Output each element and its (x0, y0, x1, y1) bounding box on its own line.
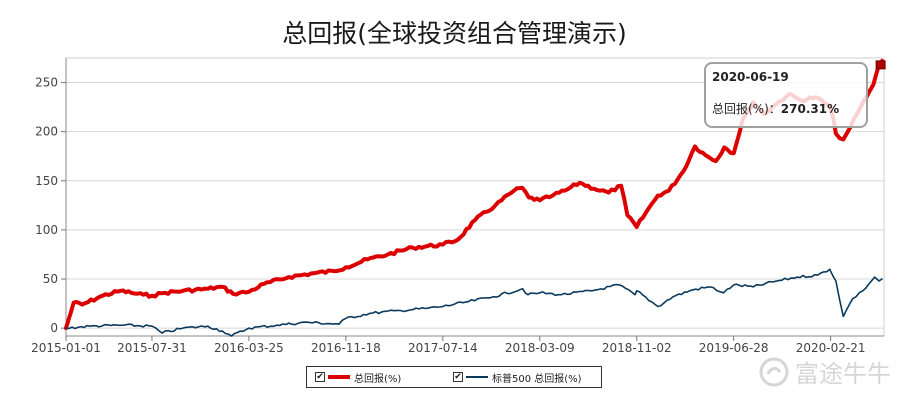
watermark-text: 富途牛牛 (795, 360, 891, 388)
x-tick-label: 2019-06-28 (699, 341, 769, 355)
x-tick-label: 2020-02-21 (796, 341, 866, 355)
markers (875, 60, 886, 70)
legend-checkbox-sp500[interactable]: ✔ (453, 372, 463, 382)
y-tick-label: 200 (35, 125, 58, 139)
chart-legend: ✔ 总回报(%) ✔ 标普500 总回报(%) (306, 366, 602, 388)
legend-label-total-return: 总回报(%) (354, 373, 402, 385)
hover-marker (875, 60, 886, 70)
legend-checkbox-total-return[interactable]: ✔ (315, 372, 325, 382)
futu-logo-icon (759, 357, 789, 386)
x-tick-label: 2018-03-09 (505, 341, 575, 355)
tooltip-date: 2020-06-19 (712, 70, 789, 84)
chart-title: 总回报(全球投资组合管理演示) (282, 19, 627, 48)
y-tick-label: 50 (43, 272, 58, 286)
x-tick-label: 2018-11-02 (602, 341, 672, 355)
watermark: 富途牛牛 (759, 354, 891, 389)
x-tick-label: 2016-11-18 (311, 341, 381, 355)
x-tick-label: 2017-07-14 (408, 341, 478, 355)
x-tick-label: 2015-01-01 (31, 341, 101, 355)
legend-item-total-return[interactable]: ✔ 总回报(%) (315, 370, 402, 385)
y-tick-label: 100 (35, 223, 58, 237)
series-line-sp500 (65, 268, 883, 337)
tooltip-value: 270.31% (780, 102, 840, 116)
tooltip-row: 总回报(%)：270.31% (712, 100, 860, 117)
legend-swatch-sp500 (466, 376, 488, 378)
x-tick-label: 2016-03-25 (214, 341, 284, 355)
axes: 0 50 100 150 200 250 2015-01-01 2015-07-31 2016-… (31, 58, 884, 355)
tooltip-label: 总回报(%)： (712, 102, 781, 116)
legend-swatch-total-return (328, 375, 350, 379)
y-tick-label: 250 (35, 76, 58, 90)
legend-label-sp500: 标普500 总回报(%) (492, 373, 582, 385)
data-tooltip: 2020-06-19 总回报(%)：270.31% (704, 62, 868, 128)
y-tick-label: 150 (35, 174, 58, 188)
legend-item-sp500[interactable]: ✔ 标普500 总回报(%) (453, 370, 582, 385)
y-tick-label: 0 (50, 321, 58, 335)
x-tick-label: 2015-07-31 (117, 341, 187, 355)
